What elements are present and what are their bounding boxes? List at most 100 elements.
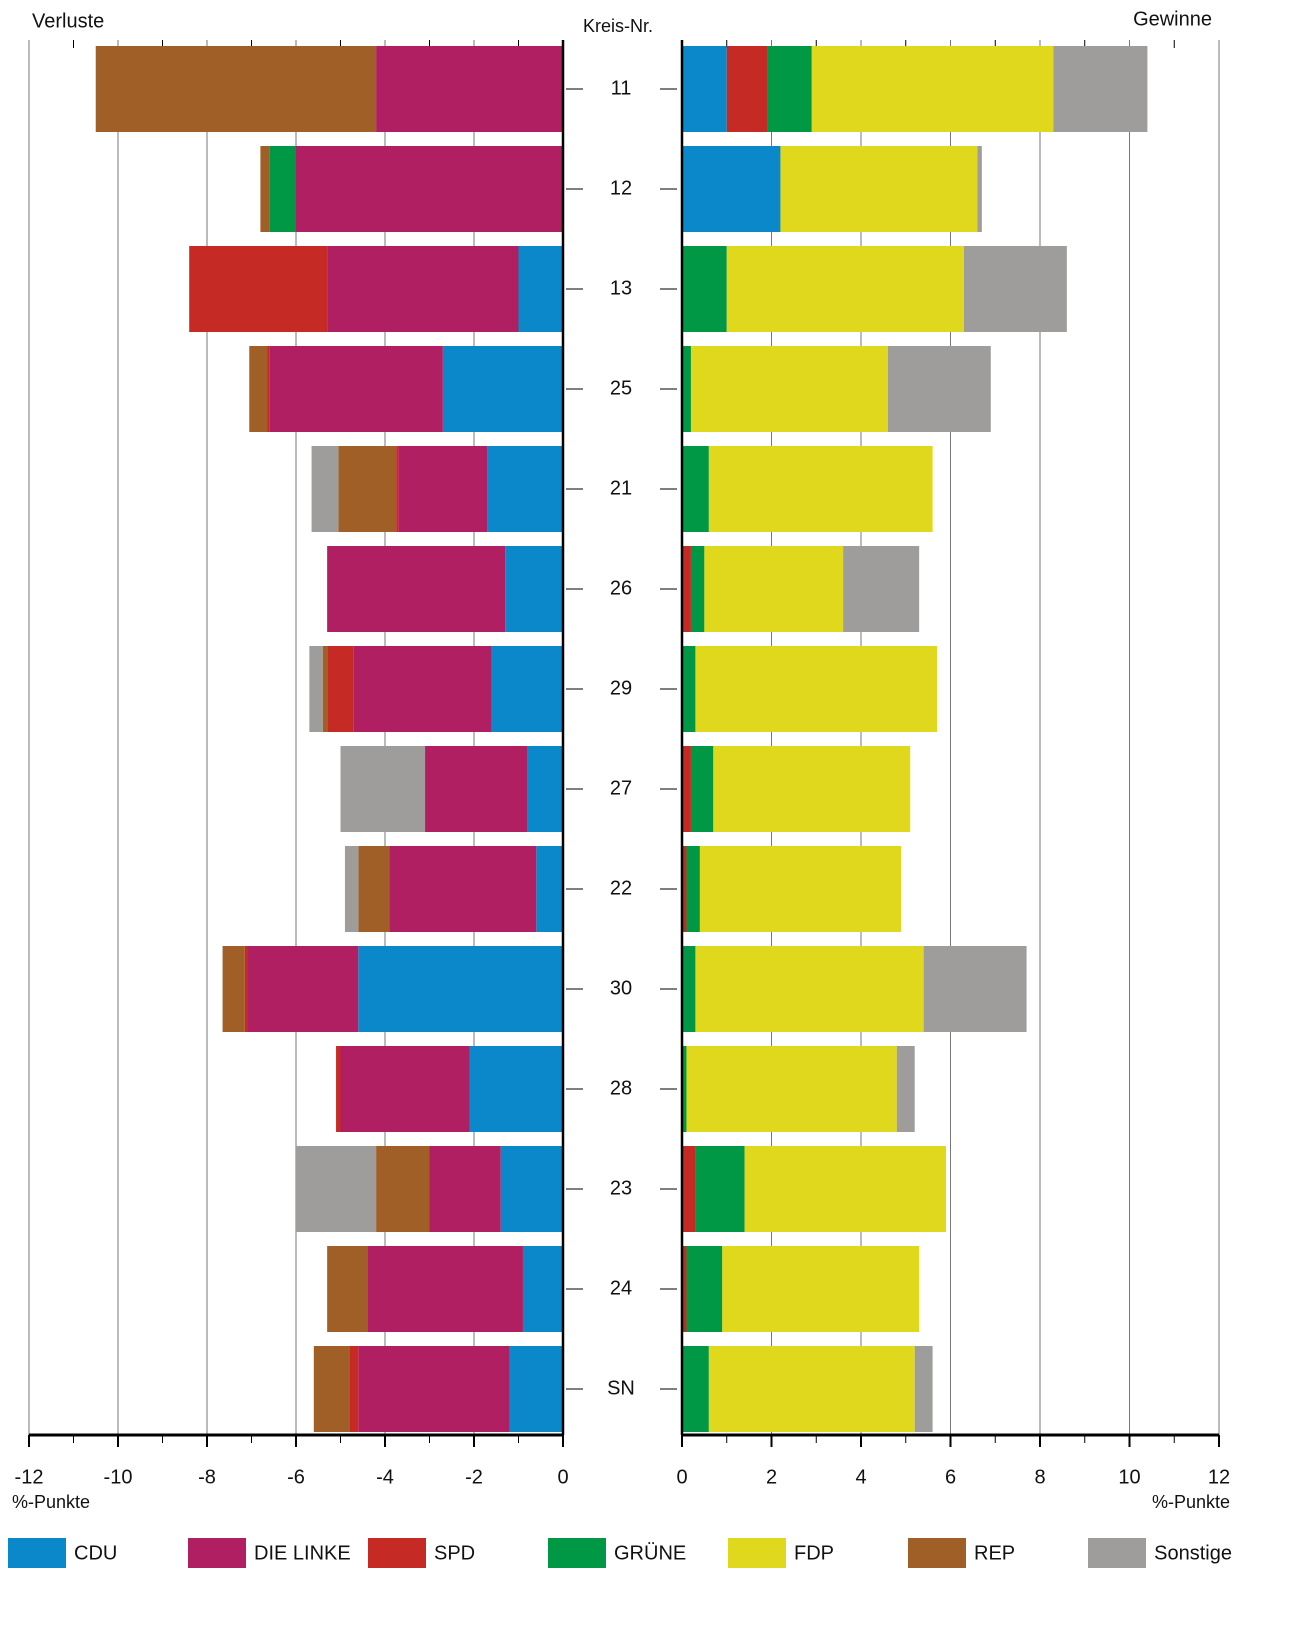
bar-segment <box>95 46 377 132</box>
x-axis-label: %-Punkte <box>12 1492 90 1512</box>
category-label: SN <box>607 1377 635 1399</box>
bar-segment <box>682 546 691 632</box>
bar-segment <box>338 446 397 532</box>
left-title: Verluste <box>32 10 104 32</box>
category-label: 28 <box>610 1077 632 1099</box>
bar-segment <box>726 46 768 132</box>
right-title: Gewinne <box>1133 8 1212 30</box>
bar-segment <box>398 446 488 532</box>
bar-segment <box>505 546 563 632</box>
bar-segment <box>963 246 1067 332</box>
bar-segment <box>682 946 696 1032</box>
bar-segment <box>340 1046 470 1132</box>
bar-segment <box>327 1246 368 1332</box>
x-tick-label: -10 <box>104 1466 133 1488</box>
bar-segment <box>509 1346 563 1432</box>
bar-segment <box>518 246 563 332</box>
bar-segment <box>267 346 270 432</box>
bar-segment <box>296 1146 377 1232</box>
bar-segment <box>353 646 492 732</box>
x-tick-label: 0 <box>557 1466 568 1488</box>
x-tick-label: -6 <box>287 1466 305 1488</box>
bar-segment <box>690 346 888 432</box>
x-tick-label: 12 <box>1208 1466 1230 1488</box>
bar-segment <box>222 946 245 1032</box>
x-axis-label: %-Punkte <box>1152 1492 1230 1512</box>
category-label: 11 <box>611 77 632 99</box>
bar-segment <box>896 1046 915 1132</box>
bar-segment <box>269 146 296 232</box>
category-label: 21 <box>610 477 632 499</box>
bar-segment <box>686 846 700 932</box>
bar-segment <box>336 1046 341 1132</box>
bar-segment <box>713 746 911 832</box>
x-tick-label: -8 <box>198 1466 216 1488</box>
category-label: 29 <box>610 677 632 699</box>
legend-swatch <box>188 1538 246 1568</box>
x-tick-label: 10 <box>1118 1466 1140 1488</box>
bar-segment <box>429 1146 501 1232</box>
bar-segment <box>811 46 1054 132</box>
bar-segment <box>704 546 844 632</box>
bar-segment <box>726 246 964 332</box>
legend-label: REP <box>974 1542 1015 1564</box>
bar-segment <box>682 146 781 232</box>
bar-segment <box>491 646 563 732</box>
x-tick-label: 6 <box>945 1466 956 1488</box>
bar-segment <box>843 546 920 632</box>
bar-segment <box>260 146 270 232</box>
bar-segment <box>977 146 982 232</box>
bar-segment <box>500 1146 563 1232</box>
bar-segment <box>396 446 399 532</box>
category-label: 30 <box>610 977 632 999</box>
category-label: 12 <box>610 177 632 199</box>
bar-segment <box>887 346 991 432</box>
x-tick-label: 4 <box>855 1466 866 1488</box>
x-tick-label: -12 <box>15 1466 44 1488</box>
bar-segment <box>682 1246 687 1332</box>
category-label: 26 <box>610 577 632 599</box>
x-tick-label: 2 <box>766 1466 777 1488</box>
legend-swatch <box>8 1538 66 1568</box>
bar-segment <box>682 46 727 132</box>
legend-label: FDP <box>794 1542 834 1564</box>
bar-segment <box>686 1046 897 1132</box>
bar-segment <box>690 746 714 832</box>
legend-swatch <box>548 1538 606 1568</box>
bar-segment <box>327 546 506 632</box>
bar-segment <box>296 146 563 232</box>
legend-label: SPD <box>434 1542 475 1564</box>
bar-segment <box>244 946 248 1032</box>
bar-segment <box>686 1246 723 1332</box>
bar-segment <box>708 1346 915 1432</box>
bar-segment <box>269 346 443 432</box>
category-label: 13 <box>610 277 632 299</box>
bar-segment <box>708 446 933 532</box>
bar-segment <box>487 446 563 532</box>
bar-segment <box>469 1046 563 1132</box>
bar-segment <box>682 346 691 432</box>
bar-segment <box>682 446 709 532</box>
bar-segment <box>349 1346 359 1432</box>
bar-segment <box>327 646 354 732</box>
x-tick-label: 8 <box>1034 1466 1045 1488</box>
legend-label: DIE LINKE <box>254 1542 351 1564</box>
x-tick-label: 0 <box>676 1466 687 1488</box>
bar-segment <box>914 1346 933 1432</box>
bar-segment <box>442 346 563 432</box>
bar-segment <box>389 846 537 932</box>
bar-segment <box>695 646 938 732</box>
bar-segment <box>358 1346 510 1432</box>
bar-segment <box>536 846 563 932</box>
bar-segment <box>682 1346 709 1432</box>
bar-segment <box>682 1146 696 1232</box>
category-label: 23 <box>610 1177 632 1199</box>
bar-segment <box>682 746 691 832</box>
bar-segment <box>699 846 902 932</box>
legend-swatch <box>368 1538 426 1568</box>
bar-segment <box>695 946 924 1032</box>
legend-swatch <box>1088 1538 1146 1568</box>
bar-segment <box>340 746 426 832</box>
bar-segment <box>344 846 359 932</box>
bar-segment <box>722 1246 920 1332</box>
